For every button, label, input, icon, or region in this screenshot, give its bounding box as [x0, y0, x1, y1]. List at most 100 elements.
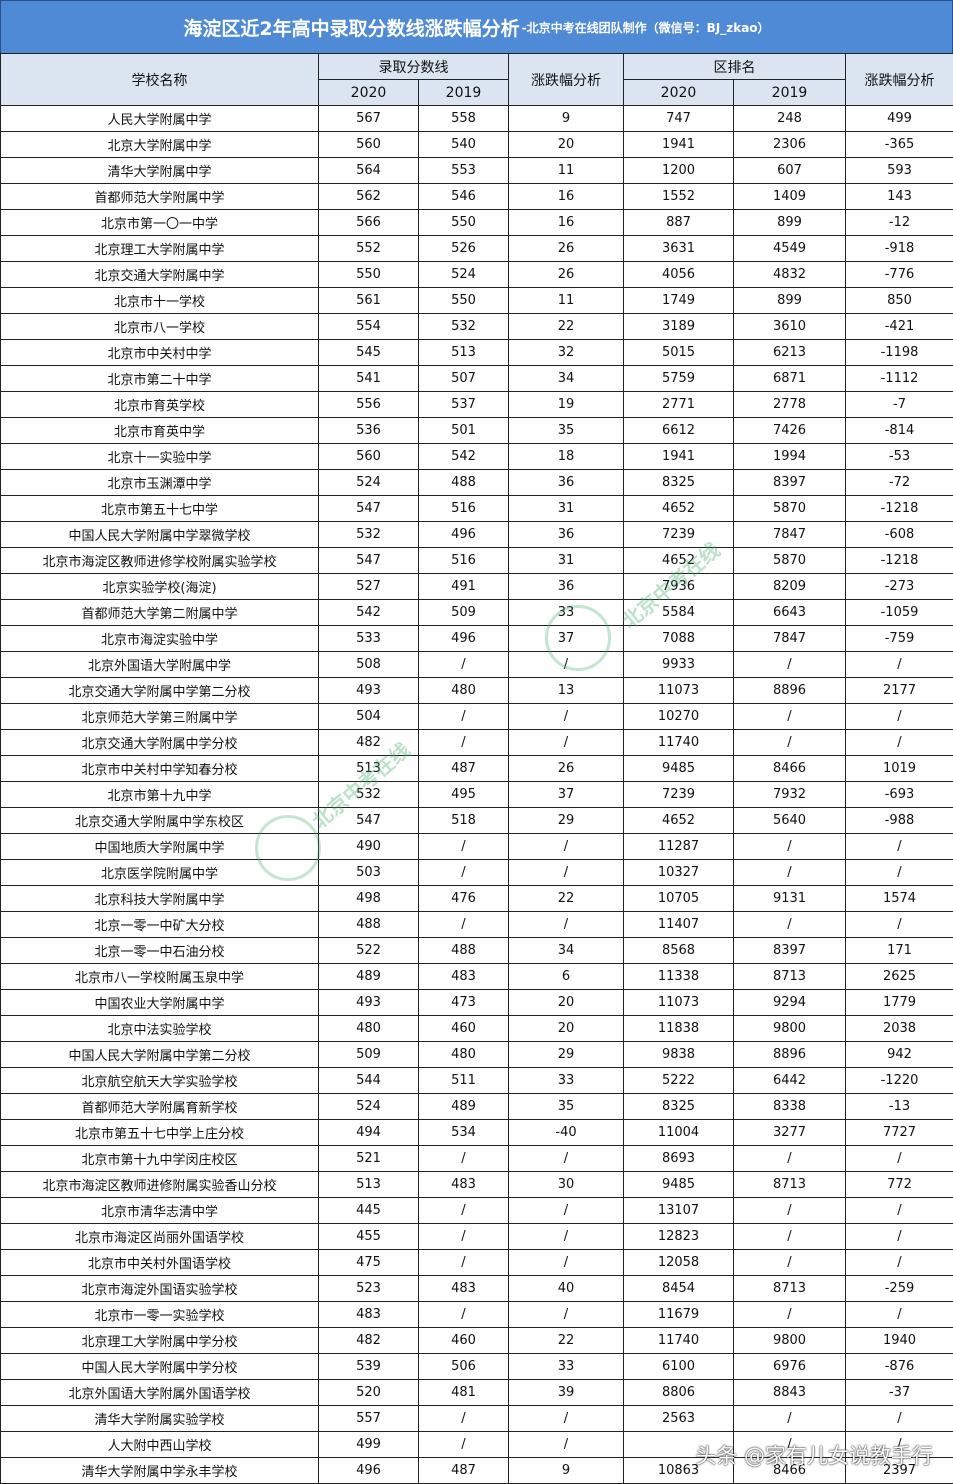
school-name: 北京理工大学附属中学 — [0, 235, 319, 262]
score-2019: 481 — [418, 1379, 509, 1406]
school-name: 清华大学附属实验学校 — [0, 1405, 319, 1432]
school-name: 中国农业大学附属中学 — [0, 989, 319, 1016]
score-2020: 567 — [318, 105, 419, 132]
score-2020: 554 — [318, 313, 419, 340]
score-change: 20 — [508, 1015, 624, 1042]
score-2020: 539 — [318, 1353, 419, 1380]
score-2019: 537 — [418, 391, 509, 418]
score-change: 16 — [508, 209, 624, 236]
score-2019: 460 — [418, 1327, 509, 1354]
rank-change: -693 — [845, 781, 953, 808]
score-change: / — [508, 911, 624, 938]
table-row: 首都师范大学附属育新学校 524 489 35 8325 8338 -13 — [0, 1093, 953, 1120]
score-2019: / — [418, 1145, 509, 1172]
rank-2020: 11740 — [623, 1327, 734, 1354]
table-row: 清华大学附属中学 564 553 11 1200 607 593 — [0, 157, 953, 184]
rank-change: / — [845, 729, 953, 756]
school-name: 北京一零一中矿大分校 — [0, 911, 319, 938]
table-row: 北京大学附属中学 560 540 20 1941 2306 -365 — [0, 131, 953, 158]
school-name: 北京市第五十七中学上庄分校 — [0, 1119, 319, 1146]
score-2020: 483 — [318, 1301, 419, 1328]
table-row: 中国人民大学附属中学第二分校 509 480 29 9838 8896 942 — [0, 1041, 953, 1068]
score-2019: 511 — [418, 1067, 509, 1094]
table-row: 北京市第五十七中学上庄分校 494 534 -40 11004 3277 7727 — [0, 1119, 953, 1146]
rank-2020: 10270 — [623, 703, 734, 730]
rank-change: / — [845, 1405, 953, 1432]
rank-2020: 5759 — [623, 365, 734, 392]
rank-change: -759 — [845, 625, 953, 652]
score-2020: 521 — [318, 1145, 419, 1172]
score-2019: 491 — [418, 573, 509, 600]
score-change: 6 — [508, 963, 624, 990]
score-2020: 550 — [318, 261, 419, 288]
table-row: 北京实验学校(海淀) 527 491 36 7936 8209 -273 — [0, 573, 953, 600]
table-row: 北京市清华志清中学 445//13107// — [0, 1197, 953, 1224]
rank-2019: 7847 — [733, 521, 846, 548]
rank-change: 143 — [845, 183, 953, 210]
school-name: 北京市八一学校附属玉泉中学 — [0, 963, 319, 990]
rank-2019: 8713 — [733, 1275, 846, 1302]
score-2020: 522 — [318, 937, 419, 964]
rank-change: 499 — [845, 105, 953, 132]
score-2020: 493 — [318, 989, 419, 1016]
score-change: 9 — [508, 105, 624, 132]
rank-2019: 7426 — [733, 417, 846, 444]
rank-2020: 11073 — [623, 677, 734, 704]
rank-change: 1779 — [845, 989, 953, 1016]
rank-2019: / — [733, 1223, 846, 1250]
score-2020: 524 — [318, 469, 419, 496]
school-name: 北京航空航天大学实验学校 — [0, 1067, 319, 1094]
table-row: 北京交通大学附属中学东校区 547 518 29 4652 5640 -988 — [0, 807, 953, 834]
score-2019: / — [418, 703, 509, 730]
score-change: / — [508, 1405, 624, 1432]
table-row: 北京市海淀区教师进修学校附属实验学校 547 516 31 4652 5870 -1218 — [0, 547, 953, 574]
watermark-logo-icon — [545, 605, 611, 671]
school-name: 人民大学附属中学 — [0, 105, 319, 132]
score-change: 11 — [508, 157, 624, 184]
score-2019: 487 — [418, 755, 509, 782]
score-2020: 482 — [318, 1327, 419, 1354]
score-2019: / — [418, 1249, 509, 1276]
score-2020: 513 — [318, 755, 419, 782]
score-2020: 566 — [318, 209, 419, 236]
table-row: 北京外国语大学附属中学 508//9933// — [0, 651, 953, 678]
table-row: 北京外国语大学附属外国语学校 520 481 39 8806 8843 -37 — [0, 1379, 953, 1406]
score-2019: 480 — [418, 677, 509, 704]
rank-2019: 9131 — [733, 885, 846, 912]
score-change: 40 — [508, 1275, 624, 1302]
school-name: 首都师范大学附属中学 — [0, 183, 319, 210]
score-change: 33 — [508, 1067, 624, 1094]
table-row: 北京市中关村中学 545 513 32 5015 6213 -1198 — [0, 339, 953, 366]
score-2020: 499 — [318, 1431, 419, 1458]
school-name: 北京市中关村中学知春分校 — [0, 755, 319, 782]
rank-2020: 4652 — [623, 807, 734, 834]
rank-change: -608 — [845, 521, 953, 548]
rank-2020: 11073 — [623, 989, 734, 1016]
school-name: 清华大学附属中学 — [0, 157, 319, 184]
table-row: 北京科技大学附属中学 498 476 22 10705 9131 1574 — [0, 885, 953, 912]
rank-2019: 8209 — [733, 573, 846, 600]
table-row: 北京航空航天大学实验学校 544 511 33 5222 6442 -1220 — [0, 1067, 953, 1094]
rank-2019: 5640 — [733, 807, 846, 834]
rank-change: / — [845, 1431, 953, 1458]
table-row: 北京交通大学附属中学第二分校 493 480 13 11073 8896 2177 — [0, 677, 953, 704]
score-2020: 496 — [318, 1457, 419, 1484]
rank-2019: 4549 — [733, 235, 846, 262]
rank-2019: 8397 — [733, 469, 846, 496]
school-name: 北京大学附属中学 — [0, 131, 319, 158]
table-row: 北京理工大学附属中学分校 482 460 22 11740 9800 1940 — [0, 1327, 953, 1354]
score-change: / — [508, 703, 624, 730]
rank-2020: 11838 — [623, 1015, 734, 1042]
table-row: 北京市海淀区尚丽外国语学校 455//12823// — [0, 1223, 953, 1250]
score-change: 22 — [508, 1327, 624, 1354]
rank-2020: 7239 — [623, 521, 734, 548]
table-row: 北京市育英学校 556 537 19 2771 2778 -7 — [0, 391, 953, 418]
score-change: -40 — [508, 1119, 624, 1146]
rank-change: / — [845, 651, 953, 678]
table-row: 北京市海淀区教师进修附属实验香山分校 513 483 30 9485 8713 772 — [0, 1171, 953, 1198]
score-2020: 556 — [318, 391, 419, 418]
score-change: 35 — [508, 417, 624, 444]
rank-change: 850 — [845, 287, 953, 314]
score-2020: 498 — [318, 885, 419, 912]
score-2019: 526 — [418, 235, 509, 262]
